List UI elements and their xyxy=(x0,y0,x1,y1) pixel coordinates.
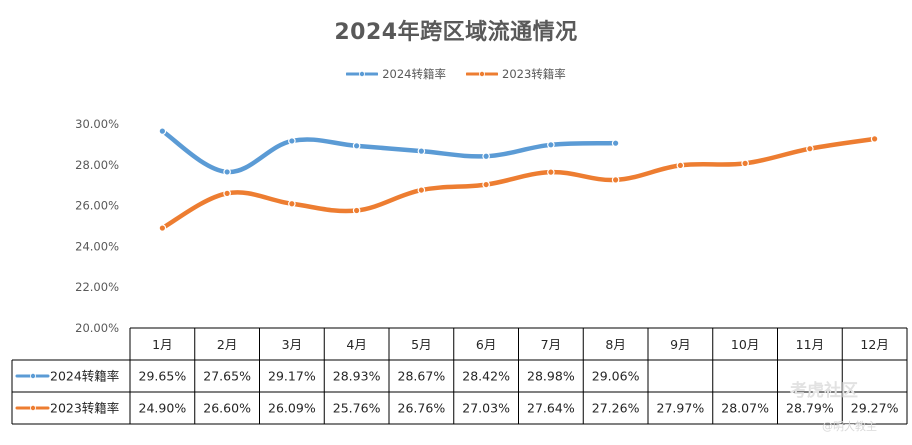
data-label: 26.76% xyxy=(398,401,446,416)
y-tick-label: 30.00% xyxy=(75,117,119,131)
legend-item-2023: 2023转籍率 xyxy=(466,66,566,82)
x-tick-label: 1月 xyxy=(152,337,172,352)
x-tick-label: 4月 xyxy=(346,337,366,352)
data-label: 29.17% xyxy=(268,369,316,384)
series-point-1 xyxy=(352,206,361,215)
series-point-1 xyxy=(547,168,555,176)
data-label: 27.65% xyxy=(203,369,251,384)
x-tick-label: 3月 xyxy=(282,337,302,352)
data-label: 28.93% xyxy=(333,369,381,384)
data-label: 26.60% xyxy=(203,401,251,416)
table-series-name-0: 2024转籍率 xyxy=(50,369,119,384)
data-label: 27.03% xyxy=(462,401,510,416)
data-label: 28.98% xyxy=(527,369,575,384)
data-label: 29.27% xyxy=(851,401,899,416)
data-label: 29.65% xyxy=(139,369,187,384)
x-tick-label: 6月 xyxy=(476,337,496,352)
x-tick-label: 2月 xyxy=(217,337,237,352)
series-point-0 xyxy=(547,141,555,149)
table-legend-marker-0 xyxy=(29,372,36,379)
legend-swatch-2024-icon xyxy=(346,71,379,77)
series-point-1 xyxy=(611,176,620,184)
y-tick-label: 26.00% xyxy=(75,199,119,213)
data-label: 27.64% xyxy=(527,401,575,416)
data-label: 25.76% xyxy=(333,401,381,416)
legend-swatch-2023-icon xyxy=(466,71,498,77)
chart-title: 2024年跨区域流通情况 xyxy=(334,20,578,45)
series-point-1 xyxy=(870,135,879,143)
series-point-1 xyxy=(676,161,685,170)
data-label: 28.67% xyxy=(398,369,446,384)
data-label: 27.97% xyxy=(657,401,705,416)
x-tick-label: 8月 xyxy=(605,337,625,352)
y-tick-label: 28.00% xyxy=(75,158,119,172)
series-line-0 xyxy=(160,128,618,175)
data-label: 26.09% xyxy=(268,401,316,416)
series-point-1 xyxy=(417,186,426,194)
y-tick-label: 22.00% xyxy=(75,280,119,294)
x-tick-label: 9月 xyxy=(670,337,690,352)
series-line-1 xyxy=(160,136,877,231)
data-label: 29.06% xyxy=(592,369,640,384)
series-point-0 xyxy=(223,168,231,176)
series-point-0 xyxy=(482,152,490,161)
x-tick-label: 12月 xyxy=(860,337,888,352)
series-point-1 xyxy=(482,180,490,189)
data-label: 27.26% xyxy=(592,401,640,416)
data-label: 28.42% xyxy=(462,369,510,384)
y-tick-label: 24.00% xyxy=(75,239,119,253)
series-point-1 xyxy=(806,144,814,153)
x-tick-label: 5月 xyxy=(411,337,431,352)
data-label: 28.07% xyxy=(721,401,769,416)
series-point-0 xyxy=(158,127,167,135)
legend-item-2024: 2024转籍率 xyxy=(346,66,446,82)
x-tick-label: 7月 xyxy=(541,337,561,352)
x-tick-label: 10月 xyxy=(731,337,759,352)
y-tick-label: 20.00% xyxy=(75,321,119,335)
legend-label-2024: 2024转籍率 xyxy=(382,67,446,81)
series-point-1 xyxy=(223,189,231,198)
legend: 2024转籍率 2023转籍率 xyxy=(0,66,912,82)
series-point-0 xyxy=(417,147,426,155)
series-point-0 xyxy=(288,137,296,145)
x-tick-label: 11月 xyxy=(796,337,824,352)
series-point-0 xyxy=(611,139,620,147)
table-series-name-1: 2023转籍率 xyxy=(50,401,119,416)
series-point-1 xyxy=(158,224,167,232)
table-legend-marker-1 xyxy=(29,404,36,411)
watermark-text: 考虎社区 xyxy=(790,381,858,401)
data-label: 24.90% xyxy=(139,401,187,416)
legend-label-2023: 2023转籍率 xyxy=(502,67,566,81)
series-point-1 xyxy=(741,159,749,168)
series-point-1 xyxy=(288,199,296,208)
watermark-author: @明大教主 xyxy=(822,420,877,433)
series-point-0 xyxy=(352,142,361,150)
data-label: 28.79% xyxy=(786,401,834,416)
